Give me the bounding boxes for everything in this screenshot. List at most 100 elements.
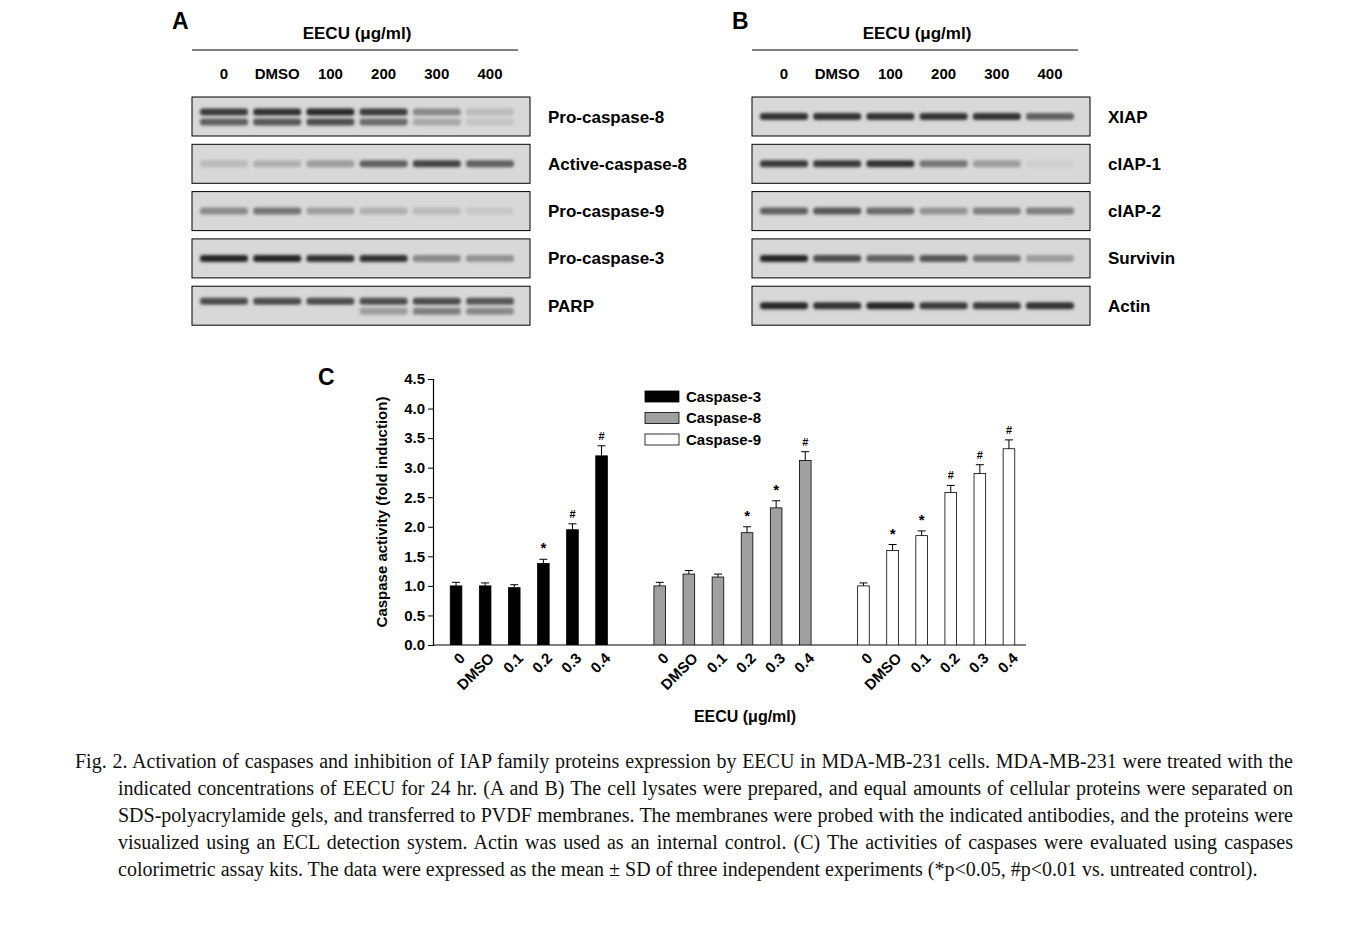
row-label: cIAP-1 bbox=[1108, 155, 1161, 174]
bar bbox=[858, 586, 870, 645]
significance-mark: * bbox=[540, 539, 546, 556]
lane-label: 400 bbox=[1037, 65, 1062, 82]
x-tick-label: 0.3 bbox=[558, 649, 585, 676]
band bbox=[466, 208, 514, 215]
error-bar bbox=[743, 527, 751, 533]
y-tick-label: 4.0 bbox=[404, 400, 425, 417]
x-tick-label: 0.3 bbox=[965, 649, 992, 676]
caption-text: Activation of caspases and inhibition of… bbox=[118, 750, 1293, 880]
band bbox=[360, 208, 408, 215]
y-tick: 1.0 bbox=[404, 577, 433, 594]
error-bar bbox=[1005, 440, 1013, 449]
y-tick-label: 0.0 bbox=[404, 636, 425, 653]
band bbox=[1026, 302, 1074, 309]
bar bbox=[450, 586, 462, 645]
row-label: Actin bbox=[1108, 297, 1151, 316]
band bbox=[973, 113, 1021, 120]
band-set bbox=[200, 208, 514, 215]
band bbox=[973, 160, 1021, 167]
band bbox=[973, 255, 1021, 262]
band bbox=[360, 119, 408, 126]
band bbox=[413, 119, 461, 126]
band bbox=[253, 308, 301, 315]
x-tick-label: 0 bbox=[858, 649, 876, 667]
y-tick-mark bbox=[428, 468, 433, 469]
annotations: *##**#**### bbox=[540, 424, 1012, 556]
band bbox=[920, 113, 968, 120]
x-tick-label: 0 bbox=[654, 649, 672, 667]
band bbox=[200, 160, 248, 167]
error-bar bbox=[510, 585, 518, 588]
y-tick-label: 3.5 bbox=[404, 429, 425, 446]
band-set bbox=[200, 160, 514, 167]
band bbox=[306, 160, 354, 167]
band bbox=[920, 255, 968, 262]
x-tick-label: 0.1 bbox=[500, 649, 527, 676]
band bbox=[866, 302, 914, 309]
band bbox=[466, 255, 514, 262]
band bbox=[413, 109, 461, 116]
error-bar bbox=[714, 574, 722, 577]
band-set bbox=[200, 119, 514, 126]
x-tick-label: 0.2 bbox=[529, 649, 556, 676]
y-tick: 0.0 bbox=[404, 636, 433, 653]
y-tick: 3.0 bbox=[404, 459, 433, 476]
x-axis: 0DMSO0.10.20.30.40DMSO0.10.20.30.40DMSO0… bbox=[433, 645, 1026, 693]
bar bbox=[567, 530, 579, 645]
y-tick-label: 1.0 bbox=[404, 577, 425, 594]
blot-strip bbox=[192, 286, 530, 325]
x-tick: 0.1 bbox=[907, 649, 934, 676]
y-tick: 4.0 bbox=[404, 400, 433, 417]
band bbox=[466, 160, 514, 167]
y-tick-mark bbox=[428, 615, 433, 616]
legend: Caspase-3Caspase-8Caspase-9 bbox=[645, 388, 761, 448]
blot-header: EECU (μg/ml) bbox=[863, 24, 972, 43]
y-tick-mark bbox=[428, 527, 433, 528]
lane-label: 100 bbox=[878, 65, 903, 82]
lane-label: DMSO bbox=[255, 65, 300, 82]
figure: AEECU (μg/ml)0DMSO100200300400Pro-caspas… bbox=[0, 0, 1368, 946]
blot-strip bbox=[752, 97, 1090, 136]
bar bbox=[538, 563, 550, 645]
y-tick-mark bbox=[428, 497, 433, 498]
lane-label: 0 bbox=[220, 65, 228, 82]
blot-strip bbox=[752, 239, 1090, 278]
significance-mark: * bbox=[773, 481, 779, 498]
band-set bbox=[760, 302, 1074, 309]
legend-swatch bbox=[645, 434, 679, 445]
band bbox=[813, 113, 861, 120]
x-tick-label: DMSO bbox=[453, 649, 497, 693]
band bbox=[466, 109, 514, 116]
blot-strip bbox=[192, 97, 530, 136]
band bbox=[253, 160, 301, 167]
x-tick: 0.1 bbox=[703, 649, 730, 676]
bar bbox=[683, 574, 695, 645]
blot-strip bbox=[192, 239, 530, 278]
lane-label: 300 bbox=[984, 65, 1009, 82]
blot-header: EECU (μg/ml) bbox=[303, 24, 412, 43]
x-tick: 0.1 bbox=[500, 649, 527, 676]
y-tick-mark bbox=[428, 438, 433, 439]
bar-chart: C0.00.51.01.52.02.53.03.54.04.50DMSO0.10… bbox=[318, 364, 1026, 725]
band-set bbox=[760, 113, 1074, 120]
blot-strip bbox=[752, 144, 1090, 183]
y-tick-mark bbox=[428, 409, 433, 410]
band bbox=[413, 255, 461, 262]
x-tick-label: DMSO bbox=[657, 649, 701, 693]
y-tick-label: 2.0 bbox=[404, 518, 425, 535]
band bbox=[866, 113, 914, 120]
significance-mark: * bbox=[890, 525, 896, 542]
y-tick-mark bbox=[428, 379, 433, 380]
error-bar bbox=[947, 485, 955, 492]
row-label: Pro-caspase-9 bbox=[548, 202, 664, 221]
band bbox=[200, 208, 248, 215]
band bbox=[306, 119, 354, 126]
band bbox=[200, 298, 248, 305]
band bbox=[200, 255, 248, 262]
band bbox=[973, 208, 1021, 215]
error-bar bbox=[859, 583, 867, 586]
band bbox=[866, 208, 914, 215]
blot-strip bbox=[752, 192, 1090, 231]
error-bar bbox=[889, 545, 897, 551]
band bbox=[306, 255, 354, 262]
